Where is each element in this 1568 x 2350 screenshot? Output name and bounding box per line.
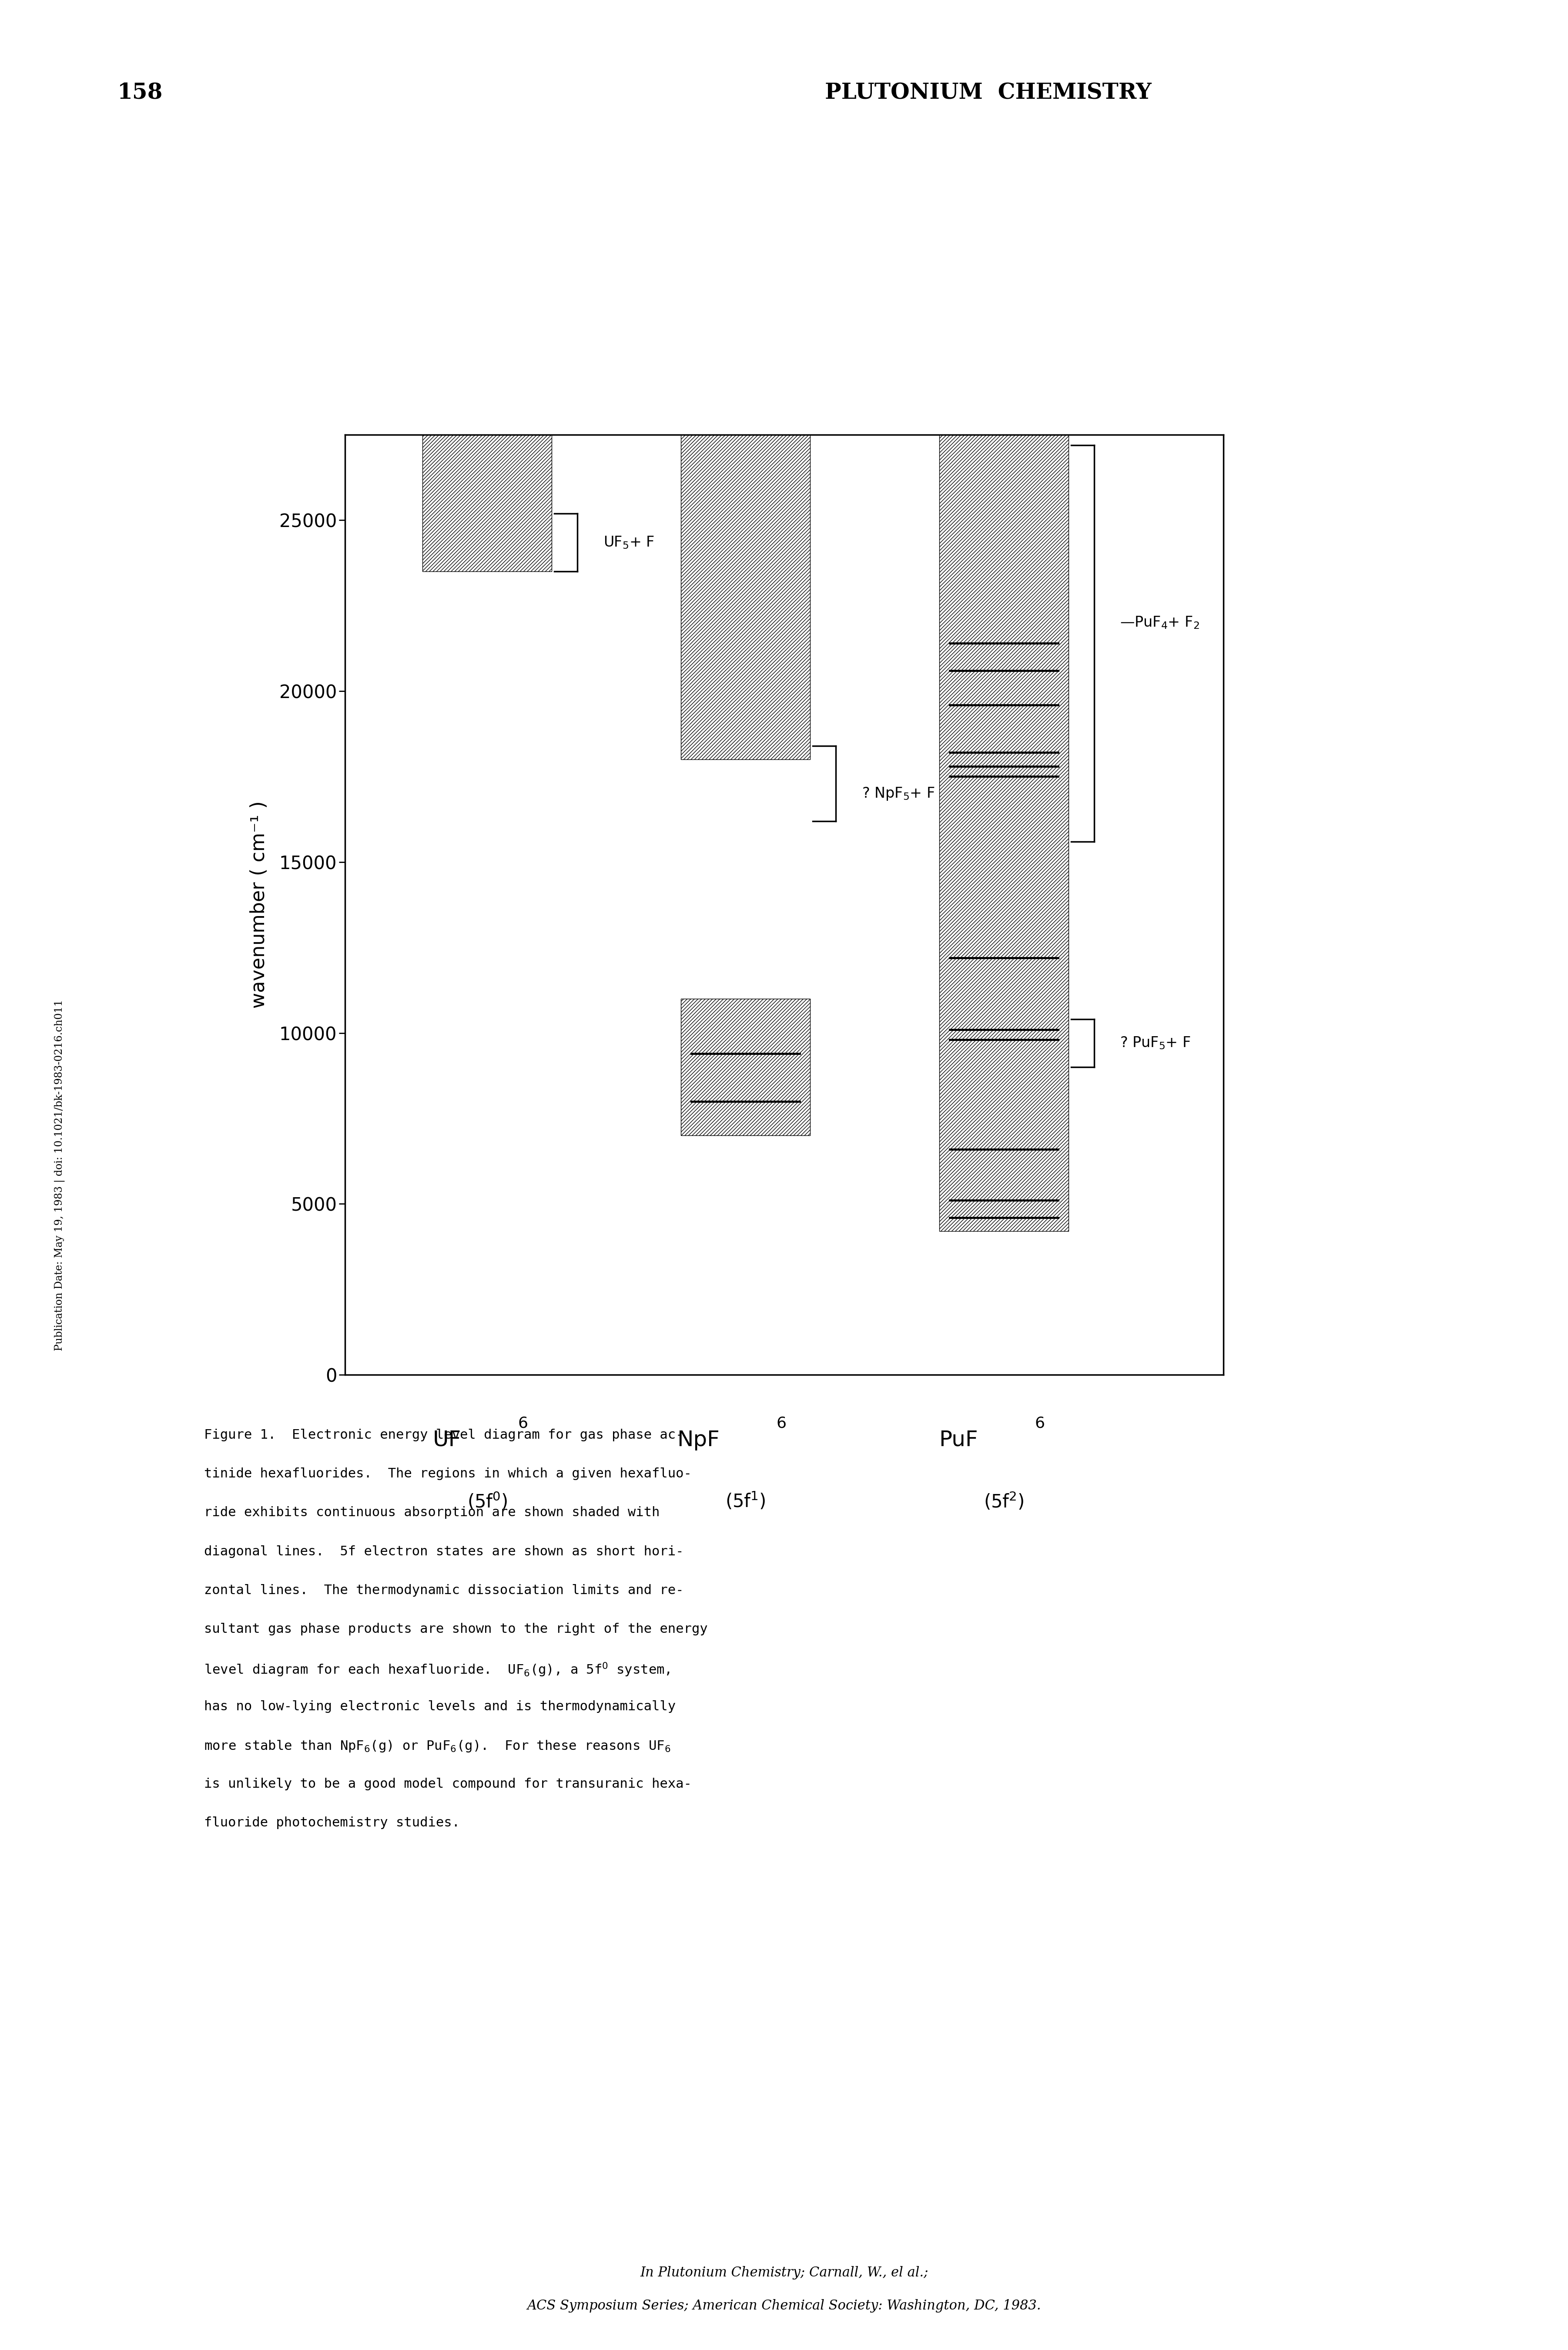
Text: 6: 6 (517, 1415, 528, 1431)
Text: Figure 1.  Electronic energy level diagram for gas phase ac-: Figure 1. Electronic energy level diagra… (204, 1429, 684, 1441)
Text: (5f$^1$): (5f$^1$) (726, 1490, 765, 1511)
Text: Publication Date: May 19, 1983 | doi: 10.1021/bk-1983-0216.ch011: Publication Date: May 19, 1983 | doi: 10… (55, 999, 64, 1351)
Text: level diagram for each hexafluoride.  UF$_6$(g), a 5f$^0$ system,: level diagram for each hexafluoride. UF$… (204, 1661, 670, 1678)
Bar (681, 435, 809, 759)
Bar (422, 435, 552, 571)
Bar (681, 999, 809, 1135)
Text: 6: 6 (776, 1415, 786, 1431)
Text: —PuF$_4$+ F$_2$: —PuF$_4$+ F$_2$ (1120, 616, 1200, 630)
Text: ride exhibits continuous absorption are shown shaded with: ride exhibits continuous absorption are … (204, 1506, 660, 1518)
Text: 6: 6 (1035, 1415, 1044, 1431)
Text: ACS Symposium Series; American Chemical Society: Washington, DC, 1983.: ACS Symposium Series; American Chemical … (527, 2298, 1041, 2312)
Text: PuF: PuF (939, 1429, 978, 1450)
Text: zontal lines.  The thermodynamic dissociation limits and re-: zontal lines. The thermodynamic dissocia… (204, 1584, 684, 1596)
Text: UF: UF (433, 1429, 461, 1450)
Text: fluoride photochemistry studies.: fluoride photochemistry studies. (204, 1817, 459, 1828)
Text: ? PuF$_5$+ F: ? PuF$_5$+ F (1120, 1036, 1190, 1050)
Text: tinide hexafluorides.  The regions in which a given hexafluo-: tinide hexafluorides. The regions in whi… (204, 1466, 691, 1480)
Text: has no low-lying electronic levels and is thermodynamically: has no low-lying electronic levels and i… (204, 1701, 676, 1713)
Text: is unlikely to be a good model compound for transuranic hexa-: is unlikely to be a good model compound … (204, 1779, 691, 1791)
Bar (939, 435, 1068, 1231)
Y-axis label: wavenumber ( cm⁻¹ ): wavenumber ( cm⁻¹ ) (249, 801, 268, 1008)
Text: (5f$^2$): (5f$^2$) (983, 1490, 1024, 1511)
Text: UF$_5$+ F: UF$_5$+ F (604, 536, 654, 550)
Text: ? NpF$_5$+ F: ? NpF$_5$+ F (861, 785, 935, 801)
Text: In Plutonium Chemistry; Carnall, W., el al.;: In Plutonium Chemistry; Carnall, W., el … (640, 2265, 928, 2279)
Text: diagonal lines.  5f electron states are shown as short hori-: diagonal lines. 5f electron states are s… (204, 1546, 684, 1558)
Text: 158: 158 (118, 82, 163, 103)
Text: PLUTONIUM  CHEMISTRY: PLUTONIUM CHEMISTRY (825, 82, 1151, 103)
Text: NpF: NpF (677, 1429, 720, 1450)
Text: sultant gas phase products are shown to the right of the energy: sultant gas phase products are shown to … (204, 1621, 707, 1636)
Text: more stable than NpF$_6$(g) or PuF$_6$(g).  For these reasons UF$_6$: more stable than NpF$_6$(g) or PuF$_6$(g… (204, 1739, 670, 1753)
Text: (5f$^0$): (5f$^0$) (467, 1490, 506, 1511)
